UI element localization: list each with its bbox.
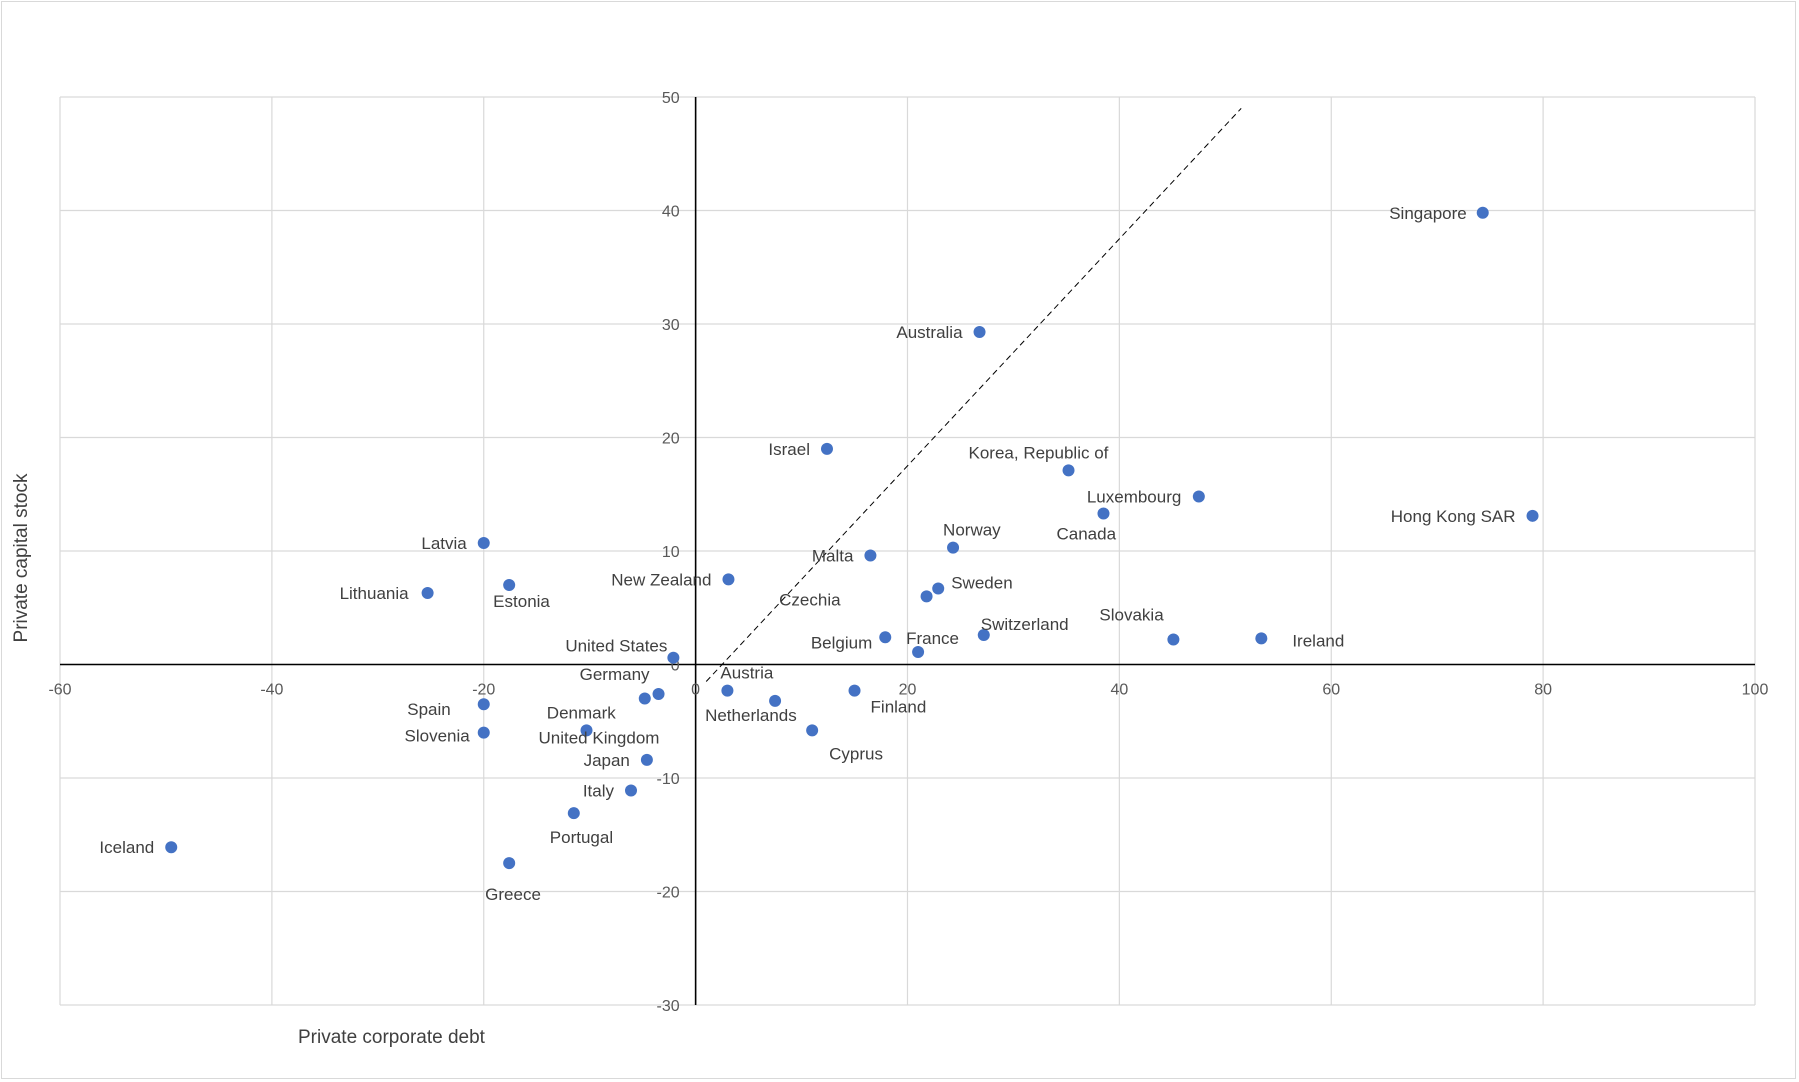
x-tick-label: -20 bbox=[472, 682, 495, 699]
data-point bbox=[641, 754, 653, 766]
point-label: Slovenia bbox=[405, 727, 471, 746]
point-label: Korea, Republic of bbox=[969, 443, 1109, 462]
data-point bbox=[478, 727, 490, 739]
point-label: Luxembourg bbox=[1087, 488, 1182, 507]
x-tick-label: -60 bbox=[48, 682, 71, 699]
y-tick-label: -30 bbox=[657, 998, 680, 1015]
point-label: Netherlands bbox=[705, 706, 797, 725]
point-label: United States bbox=[565, 637, 667, 656]
data-point bbox=[947, 542, 959, 554]
point-label: France bbox=[906, 629, 959, 648]
y-axis-title: Private capital stock bbox=[11, 473, 32, 642]
point-label: Estonia bbox=[493, 592, 550, 611]
point-label: Lithuania bbox=[340, 584, 410, 603]
data-point bbox=[165, 841, 177, 853]
data-point bbox=[722, 573, 734, 585]
x-tick-label: 80 bbox=[1534, 682, 1552, 699]
point-label: Sweden bbox=[951, 573, 1012, 592]
data-point bbox=[806, 724, 818, 736]
y-tick-label: 40 bbox=[662, 204, 680, 221]
point-label: Austria bbox=[720, 664, 773, 683]
point-label: Latvia bbox=[421, 534, 467, 553]
x-tick-label: 40 bbox=[1110, 682, 1128, 699]
data-point bbox=[1477, 207, 1489, 219]
point-label: Japan bbox=[584, 751, 630, 770]
point-label: United Kingdom bbox=[539, 728, 660, 747]
data-point bbox=[1255, 632, 1267, 644]
y-tick-label: 10 bbox=[662, 544, 680, 561]
data-point bbox=[879, 631, 891, 643]
point-label: Ireland bbox=[1292, 631, 1344, 650]
data-point bbox=[864, 550, 876, 562]
x-tick-label: 100 bbox=[1742, 682, 1769, 699]
x-axis-title: Private corporate debt bbox=[298, 1027, 486, 1048]
point-label: Germany bbox=[580, 665, 650, 684]
data-point bbox=[1527, 510, 1539, 522]
point-label: Czechia bbox=[779, 590, 841, 609]
point-label: Spain bbox=[407, 700, 450, 719]
data-point bbox=[503, 857, 515, 869]
x-tick-label: 20 bbox=[899, 682, 917, 699]
data-point bbox=[821, 443, 833, 455]
data-point bbox=[1167, 634, 1179, 646]
data-point bbox=[667, 652, 679, 664]
data-point bbox=[849, 685, 861, 697]
x-tick-labels: -60 -40 -20 0 20 40 60 80 100 bbox=[48, 682, 1768, 699]
data-point bbox=[1193, 491, 1205, 503]
data-point bbox=[478, 537, 490, 549]
y-tick-label: 50 bbox=[662, 90, 680, 107]
point-label: Slovakia bbox=[1099, 606, 1164, 625]
point-label: Iceland bbox=[99, 838, 154, 857]
point-label: Italy bbox=[583, 781, 615, 800]
y-tick-label: -20 bbox=[657, 885, 680, 902]
point-label: Singapore bbox=[1389, 204, 1467, 223]
point-label: Finland bbox=[871, 698, 927, 717]
point-label: Israel bbox=[768, 440, 810, 459]
data-points bbox=[165, 207, 1538, 869]
point-label: Greece bbox=[485, 885, 541, 904]
point-label: Canada bbox=[1056, 525, 1116, 544]
point-label: Norway bbox=[943, 521, 1001, 540]
x-tick-label: -40 bbox=[260, 682, 283, 699]
y-tick-label: 20 bbox=[662, 431, 680, 448]
scatter-chart: -60 -40 -20 0 20 40 60 80 100 -30 -20 -10 0 10 20 30 40… bbox=[0, 0, 1799, 1082]
point-label: Portugal bbox=[550, 828, 613, 847]
point-label: Australia bbox=[896, 323, 963, 342]
data-point bbox=[568, 807, 580, 819]
data-point bbox=[974, 326, 986, 338]
data-point bbox=[921, 590, 933, 602]
data-point bbox=[653, 688, 665, 700]
point-label: Hong Kong SAR bbox=[1391, 507, 1516, 526]
gridlines bbox=[60, 97, 1755, 1005]
point-label: Belgium bbox=[811, 633, 872, 652]
point-labels: Singapore Australia Israel Korea, Republic … bbox=[99, 204, 1515, 904]
data-point bbox=[478, 698, 490, 710]
point-label: Cyprus bbox=[829, 744, 883, 763]
data-point bbox=[422, 587, 434, 599]
data-point bbox=[1097, 508, 1109, 520]
point-label: Denmark bbox=[547, 704, 616, 723]
y-tick-label: 30 bbox=[662, 317, 680, 334]
point-label: Malta bbox=[812, 547, 854, 566]
point-label: New Zealand bbox=[611, 570, 711, 589]
data-point bbox=[1063, 464, 1075, 476]
data-point bbox=[503, 579, 515, 591]
data-point bbox=[625, 784, 637, 796]
x-tick-label: 0 bbox=[691, 682, 700, 699]
data-point bbox=[932, 582, 944, 594]
data-point bbox=[639, 693, 651, 705]
x-tick-label: 60 bbox=[1322, 682, 1340, 699]
point-label: Switzerland bbox=[981, 615, 1069, 634]
data-point bbox=[721, 685, 733, 697]
y-tick-label: -10 bbox=[657, 771, 680, 788]
